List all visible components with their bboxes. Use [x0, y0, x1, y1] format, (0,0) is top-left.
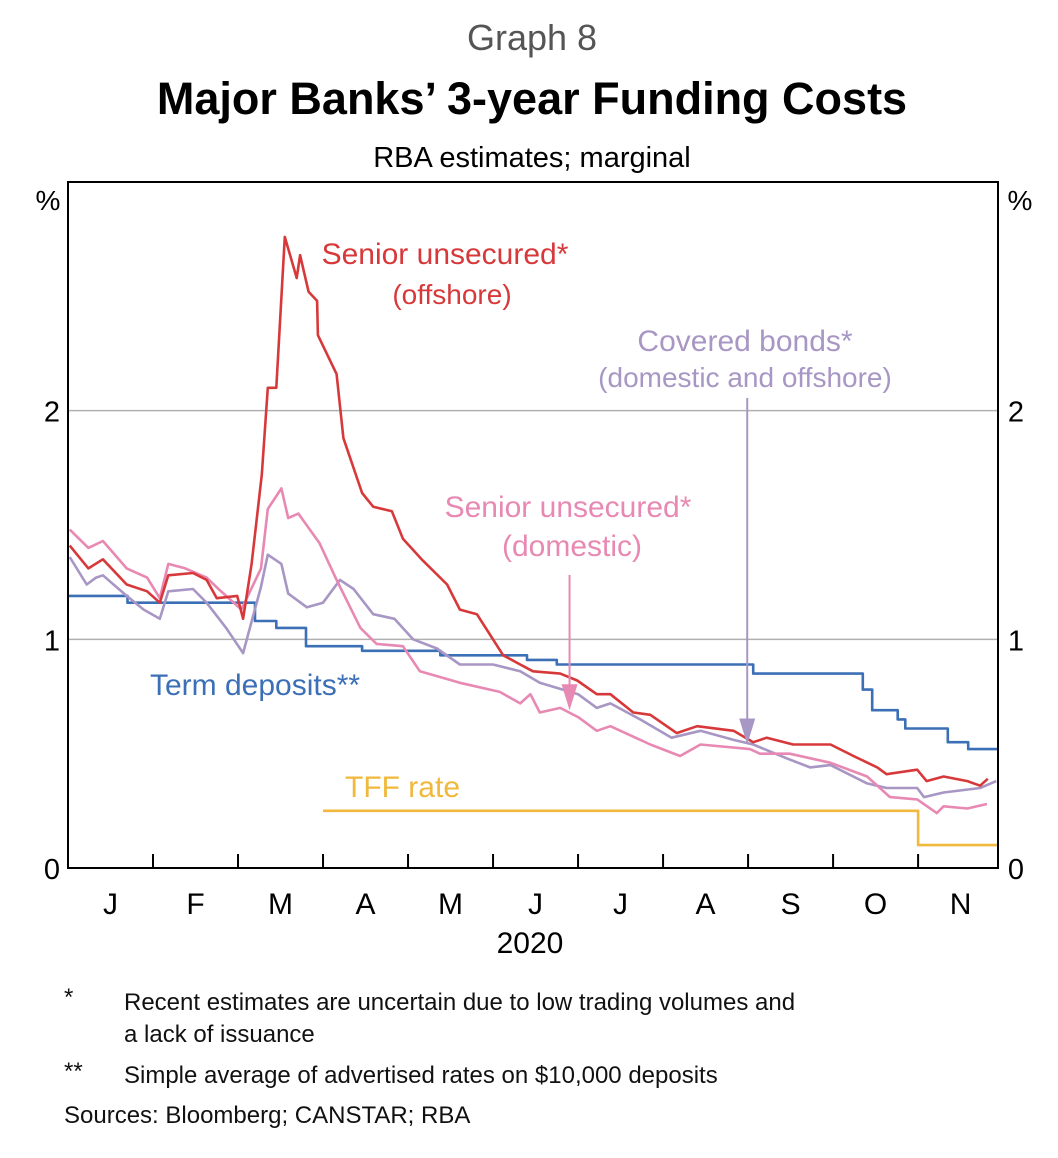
y-unit-left: %	[36, 185, 61, 216]
funding-costs-chart: Graph 8 Major Banks’ 3-year Funding Cost…	[36, 17, 1033, 960]
x-tick-label: J	[103, 888, 118, 921]
x-tick-label: S	[781, 888, 801, 921]
y-tick-label-right: 0	[1008, 854, 1024, 886]
footnote-2-text: Simple average of advertised rates on $1…	[124, 1062, 718, 1089]
y-tick-label-right: 2	[1008, 397, 1024, 429]
label-tff-rate: TFF rate	[345, 771, 460, 804]
series-line-term-deposits	[68, 594, 998, 751]
label-term-deposits: Term deposits**	[150, 669, 360, 702]
series-line-senior-unsecured-offshore	[68, 235, 989, 787]
footnote-1-text-cont: a lack of issuance	[124, 1021, 315, 1048]
x-tick-label: J	[528, 888, 543, 921]
chart-subtitle: RBA estimates; marginal	[373, 142, 691, 174]
x-tick-label: O	[864, 888, 887, 921]
footnote-1-text: Recent estimates are uncertain due to lo…	[124, 989, 796, 1016]
sources: Sources: Bloomberg; CANSTAR; RBA	[64, 1102, 471, 1129]
label-offshore-sub: (offshore)	[392, 279, 511, 310]
chart-title: Major Banks’ 3-year Funding Costs	[157, 73, 907, 124]
x-tick-label: A	[696, 888, 716, 921]
annotation-arrow-head	[739, 718, 756, 745]
annotation-arrow-head	[561, 684, 578, 711]
footnote-1-mark: *	[64, 984, 74, 1011]
x-tick-label: N	[950, 888, 972, 921]
x-tick-label: A	[356, 888, 376, 921]
label-covered: Covered bonds*	[637, 325, 852, 358]
y-tick-label-left: 2	[44, 397, 60, 429]
x-tick-label: J	[613, 888, 628, 921]
label-covered-sub: (domestic and offshore)	[598, 362, 892, 393]
plot-frame	[67, 181, 999, 869]
y-tick-label-right: 1	[1008, 625, 1024, 657]
graph-number: Graph 8	[467, 17, 597, 58]
x-tick-label: M	[438, 888, 463, 921]
label-domestic: Senior unsecured*	[445, 491, 692, 524]
series-line-covered-bonds-domestic-and-offshore	[68, 553, 997, 799]
y-tick-label-left: 1	[44, 625, 60, 657]
series-line-tff-rate	[323, 809, 998, 847]
x-axis-year: 2020	[497, 927, 564, 960]
footnote-2-mark: **	[64, 1058, 83, 1085]
x-tick-label: F	[186, 888, 204, 921]
label-domestic-sub: (domestic)	[502, 530, 642, 563]
y-tick-label-left: 0	[44, 854, 60, 886]
label-offshore: Senior unsecured*	[322, 238, 569, 271]
x-tick-label: M	[268, 888, 293, 921]
y-unit-right: %	[1008, 185, 1033, 216]
series-line-senior-unsecured-domestic	[68, 487, 988, 815]
